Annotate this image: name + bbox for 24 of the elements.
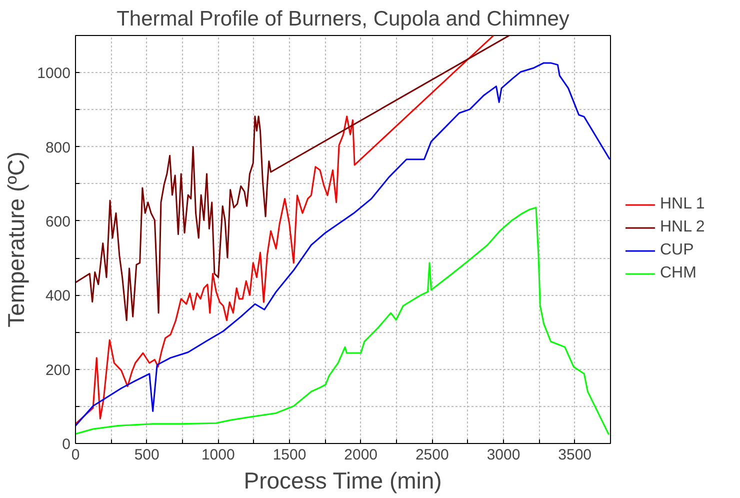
chart-title: Thermal Profile of Burners, Cupola and Chimney: [116, 8, 570, 30]
line-series: [76, 62, 610, 426]
legend-label: CHM: [660, 264, 696, 282]
line-series: [76, 36, 494, 425]
y-axis-title: Temperature (ºC): [3, 152, 30, 328]
x-tick-label: 1500: [272, 446, 306, 464]
x-axis-title: Process Time (min): [244, 468, 442, 494]
x-tick-label: 3500: [558, 446, 592, 464]
legend-label: HNL 2: [660, 218, 705, 236]
x-tick-label: 1000: [201, 446, 235, 464]
x-tick-label: 2000: [344, 446, 378, 464]
legend-label: CUP: [660, 242, 694, 260]
y-tick-label: 0: [62, 436, 70, 453]
y-tick-label: 1000: [37, 65, 71, 82]
y-tick-label: 600: [45, 213, 71, 230]
y-tick-label: 200: [45, 362, 71, 379]
y-tick-label: 800: [45, 139, 71, 156]
x-tick-label: 2500: [415, 446, 449, 464]
line-series: [76, 206, 610, 436]
x-tick-label: 500: [134, 446, 160, 464]
line-series: [76, 36, 510, 322]
x-tick-label: 3000: [486, 446, 520, 464]
y-tick-label: 400: [45, 288, 71, 305]
legend-label: HNL 1: [660, 196, 705, 214]
